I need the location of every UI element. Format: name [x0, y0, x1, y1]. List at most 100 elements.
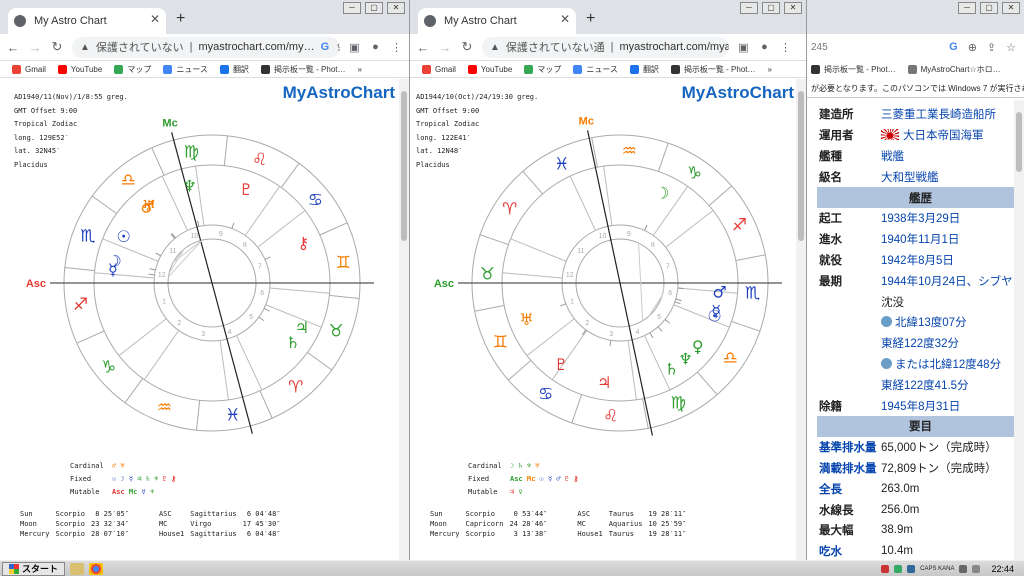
infobox-value[interactable]: 東経122度41.5分	[881, 379, 969, 392]
scrollbar[interactable]	[796, 79, 806, 560]
globe-icon[interactable]	[881, 357, 892, 369]
profile-icon[interactable]: ●	[372, 41, 379, 53]
chrome-icon[interactable]	[89, 562, 104, 575]
minimize-button[interactable]: ─	[740, 2, 758, 14]
house-number: 4	[635, 329, 639, 336]
bookmarks-more[interactable]: »	[767, 64, 772, 74]
address-bar[interactable]: ▲ 保護されていない | myastrochart.com/my… G ⇪ ☆	[72, 36, 340, 58]
bookmark-board[interactable]: 掲示板一覧 - Phot…	[260, 64, 346, 75]
scrollbar-thumb[interactable]	[1016, 112, 1022, 172]
infobox-value[interactable]: 1940年11月1日	[881, 234, 960, 247]
zodiac-sign-glyph: ♍	[184, 143, 199, 163]
tray-icon[interactable]	[894, 564, 903, 573]
legend-fixed: Fixed	[468, 475, 490, 483]
zoom-icon[interactable]: ⊕	[967, 42, 977, 54]
google-icon[interactable]: G	[320, 41, 330, 53]
bookmark-myastrochart[interactable]: MyAstroChart☆ホロ…	[907, 64, 1001, 75]
volume-icon[interactable]	[972, 564, 981, 573]
start-button[interactable]: スタート	[2, 561, 66, 576]
infobox-value[interactable]: 1945年8月31日	[881, 400, 961, 413]
table-row: Moon Scorpio 23 32′34″ MC Virgo 17 45′30″	[20, 519, 287, 529]
forward-button[interactable]: →	[28, 39, 42, 55]
address-bar[interactable]: ▲ 保護されていない通 | myastrochart.com/myas… ⇪ ☆	[482, 36, 729, 58]
profile-icon[interactable]: ●	[761, 41, 768, 53]
infobox-key[interactable]: 全長	[819, 483, 842, 496]
bookmark-maps[interactable]: マップ	[114, 64, 151, 75]
close-tab-icon[interactable]: ✕	[149, 12, 160, 26]
bookmark-youtube[interactable]: YouTube	[467, 64, 512, 74]
infobox-value[interactable]: 大和型戦艦	[881, 171, 939, 184]
close-window-button[interactable]: ✕	[1002, 2, 1020, 14]
infobox-value[interactable]: 1944年10月24日、シブヤ	[881, 275, 1013, 288]
maximize-button[interactable]: ▢	[365, 2, 383, 14]
infobox-value[interactable]: 北緯13度07分	[879, 312, 1024, 333]
explorer-icon[interactable]	[70, 562, 85, 575]
infobox-value[interactable]: または北緯12度48分	[879, 354, 1024, 375]
sidepanel-icon[interactable]: ▣	[349, 41, 360, 54]
close-tab-icon[interactable]: ✕	[559, 12, 570, 26]
tray-icon[interactable]	[907, 564, 916, 573]
close-window-button[interactable]: ✕	[387, 2, 405, 14]
bookmark-board[interactable]: 掲示板一覧 - Phot…	[670, 64, 756, 75]
table-cell: 24 28′46″	[509, 520, 548, 528]
legend-cardinal: Cardinal	[468, 462, 502, 470]
share-icon[interactable]: ⇪	[335, 41, 340, 54]
bookmark-gmail[interactable]: Gmail	[12, 64, 46, 74]
reload-button[interactable]: ↻	[51, 39, 63, 54]
infobox-value[interactable]: 大日本帝国海軍	[879, 125, 1024, 146]
maximize-button[interactable]: ▢	[762, 2, 780, 14]
close-window-button[interactable]: ✕	[784, 2, 802, 14]
infobox-key[interactable]: 吃水	[819, 546, 842, 559]
globe-icon[interactable]	[881, 316, 892, 328]
tray-icon[interactable]	[881, 564, 890, 573]
menu-icon[interactable]: ⋮	[780, 41, 791, 54]
browser-tab[interactable]: My Astro Chart ✕	[418, 8, 576, 34]
scrollbar[interactable]	[399, 79, 409, 560]
bookmark-translate[interactable]: 翻訳	[219, 64, 249, 75]
menu-icon[interactable]: ⋮	[391, 41, 402, 54]
bookmark-translate[interactable]: 翻訳	[629, 64, 659, 75]
url-text[interactable]: 245	[811, 42, 828, 53]
bookmark-gmail[interactable]: Gmail	[422, 64, 456, 74]
new-tab-button[interactable]: +	[176, 10, 186, 27]
infobox-row: 沈没	[817, 291, 1024, 312]
minimize-button[interactable]: ─	[343, 2, 361, 14]
bookmark-board[interactable]: 掲示板一覧 - Phot…	[811, 64, 896, 75]
infobox-key[interactable]: 満載排水量	[819, 462, 877, 475]
infobox-value[interactable]: 戦艦	[881, 150, 904, 163]
infobox-value[interactable]: 東経122度32分	[881, 338, 959, 351]
table-row: Mercury Scorpio 28 07′10″ House1 Sagittarius…	[20, 529, 287, 539]
bookmark-youtube[interactable]: YouTube	[57, 64, 102, 74]
ime-indicator[interactable]: CAPS KANA	[920, 565, 955, 572]
scrollbar-thumb[interactable]	[401, 91, 407, 241]
browser-tab[interactable]: My Astro Chart ✕	[8, 8, 166, 34]
google-icon[interactable]: G	[949, 41, 958, 53]
bookmark-news[interactable]: ニュース	[573, 64, 618, 75]
infobox-value[interactable]: 三菱重工業長崎造船所	[881, 109, 996, 122]
back-button[interactable]: ←	[416, 39, 430, 55]
sidepanel-icon[interactable]: ▣	[738, 41, 749, 54]
infobox-key[interactable]: 基準排水量	[819, 442, 877, 455]
back-button[interactable]: ←	[6, 39, 20, 55]
scrollbar-thumb[interactable]	[798, 91, 804, 241]
site-logo[interactable]: MyAstroChart	[681, 83, 794, 102]
site-logo[interactable]: MyAstroChart	[282, 83, 395, 102]
house-number: 9	[627, 231, 631, 238]
new-tab-button[interactable]: +	[586, 10, 596, 27]
sign-divider	[151, 147, 165, 176]
planet-tick	[609, 340, 612, 347]
share-icon[interactable]: ⇪	[986, 42, 997, 54]
minimize-button[interactable]: ─	[958, 2, 976, 14]
clock[interactable]: 22:44	[991, 563, 1014, 574]
infobox-value[interactable]: 1942年8月5日	[881, 254, 954, 267]
bookmark-maps[interactable]: マップ	[524, 64, 561, 75]
network-icon[interactable]	[959, 564, 968, 573]
star-icon[interactable]: ☆	[1006, 42, 1016, 54]
bookmark-news[interactable]: ニュース	[163, 64, 208, 75]
forward-button[interactable]: →	[438, 39, 452, 55]
maximize-button[interactable]: ▢	[980, 2, 998, 14]
reload-button[interactable]: ↻	[461, 39, 473, 54]
infobox-value[interactable]: 1938年3月29日	[881, 213, 961, 226]
scrollbar[interactable]	[1014, 100, 1024, 560]
bookmarks-more[interactable]: »	[357, 64, 362, 74]
